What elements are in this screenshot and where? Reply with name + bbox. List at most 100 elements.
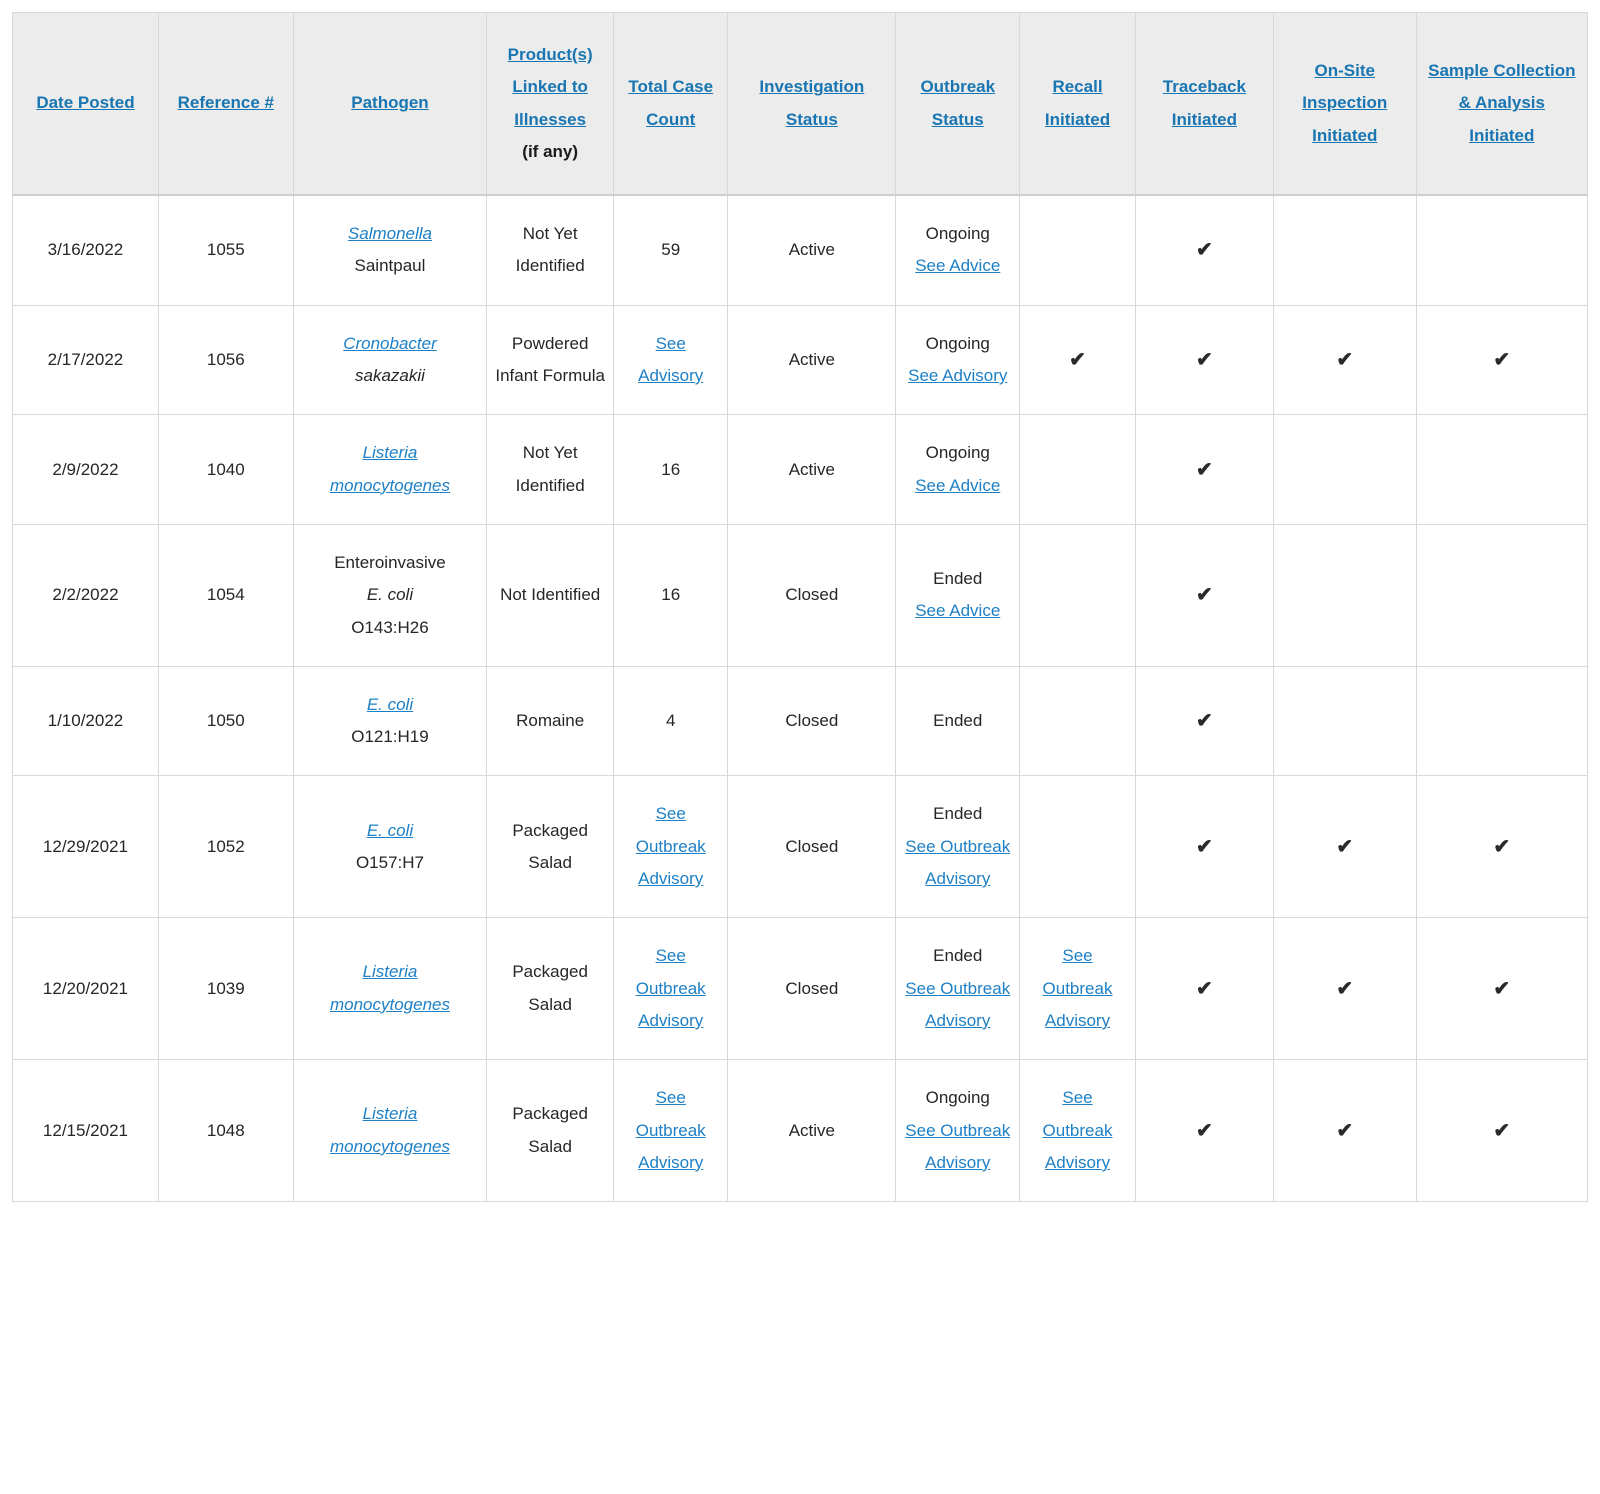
cell-outbreak-status: Ended See Advice	[895, 523, 1021, 667]
outbreak-status-link[interactable]: See Outbreak Advisory	[905, 836, 1011, 889]
table-body: 3/16/2022 1055 Salmonella Saintpaul Not Yet …	[12, 194, 1589, 1203]
cell-outbreak-status: Ended See Outbreak Advisory	[895, 775, 1021, 919]
cell-sample-collection	[1415, 523, 1589, 667]
pathogen-link[interactable]: Listeria monocytogenes	[329, 962, 450, 1014]
investigation-status-text: Closed	[785, 836, 839, 856]
pathogen-link[interactable]: Salmonella	[347, 224, 433, 244]
investigation-status-text: Active	[788, 1120, 835, 1140]
checkmark-icon: ✔	[1069, 349, 1086, 372]
col-header-date-posted-sort-link[interactable]: Date Posted	[36, 93, 135, 113]
cell-recall	[1019, 523, 1136, 667]
col-header-recall: Recall Initiated	[1019, 12, 1136, 197]
recall-link[interactable]: See Outbreak Advisory	[1042, 946, 1113, 1030]
col-header-outbreak-status: Outbreak Status	[895, 12, 1021, 197]
col-header-recall-sort-link[interactable]: Recall Initiated	[1044, 77, 1111, 129]
total-case-count-text: 16	[661, 459, 681, 479]
checkmark-icon: ✔	[1336, 977, 1354, 1000]
cell-date-posted: 3/16/2022	[12, 194, 159, 306]
col-header-total-case-count-sort-link[interactable]: Total Case Count	[628, 77, 714, 129]
cell-traceback: ✔	[1134, 414, 1274, 525]
total-case-count-text: 16	[661, 585, 681, 605]
col-header-investigation-status: Investigation Status	[727, 12, 897, 197]
reference-text: 1048	[206, 1120, 245, 1140]
total-case-count-link[interactable]: See Outbreak Advisory	[635, 1088, 706, 1172]
cell-date-posted: 1/10/2022	[12, 665, 159, 777]
checkmark-icon: ✔	[1493, 1119, 1511, 1142]
cell-recall: ✔	[1019, 304, 1136, 416]
pathogen-text: Saintpaul	[354, 256, 426, 276]
cell-traceback: ✔	[1134, 523, 1274, 667]
cell-outbreak-status: Ongoing See Advice	[895, 194, 1021, 306]
product-text: Packaged Salad	[512, 962, 588, 1014]
outbreak-status-link[interactable]: See Outbreak Advisory	[905, 978, 1011, 1030]
total-case-count-link[interactable]: See Outbreak Advisory	[635, 946, 706, 1030]
pathogen-link[interactable]: E. coli	[366, 694, 414, 714]
reference-text: 1039	[206, 978, 245, 998]
col-header-date-posted: Date Posted	[12, 12, 159, 197]
col-header-traceback-sort-link[interactable]: Traceback Initiated	[1162, 77, 1246, 129]
product-text: Not Yet Identified	[515, 224, 585, 276]
pathogen-link[interactable]: E. coli	[366, 820, 414, 840]
cell-reference: 1055	[157, 194, 294, 306]
pathogen-link[interactable]: Listeria monocytogenes	[329, 443, 450, 495]
table-row: 2/9/2022 1040 Listeria monocytogenes Not Ye…	[12, 414, 1589, 525]
investigation-status-text: Active	[788, 349, 835, 369]
cell-onsite-inspection	[1272, 523, 1417, 667]
cell-recall: See Outbreak Advisory	[1019, 1059, 1136, 1203]
col-header-reference: Reference #	[157, 12, 294, 197]
outbreak-status-link[interactable]: See Outbreak Advisory	[905, 1120, 1011, 1172]
cell-date-posted: 2/9/2022	[12, 414, 159, 525]
cell-total-case-count: 59	[613, 194, 729, 306]
investigation-status-text: Closed	[785, 711, 839, 730]
col-header-product-sort-link[interactable]: Product(s) Linked to Illnesses	[507, 45, 593, 129]
cell-pathogen: Enteroinvasive E. coli O143:H26	[292, 523, 488, 667]
cell-investigation-status: Closed	[727, 917, 897, 1061]
cell-reference: 1054	[157, 523, 294, 667]
cell-sample-collection: ✔	[1415, 775, 1589, 919]
outbreak-status-link[interactable]: See Advisory	[908, 366, 1008, 386]
pathogen-text: Enteroinvasive	[334, 552, 446, 572]
cell-reference: 1050	[157, 665, 294, 777]
cell-investigation-status: Active	[727, 194, 897, 306]
product-text: Not Identified	[500, 585, 601, 605]
total-case-count-text: 59	[661, 240, 681, 260]
cell-pathogen: Listeria monocytogenes	[292, 917, 488, 1061]
cell-reference: 1048	[157, 1059, 294, 1203]
col-header-outbreak-status-sort-link[interactable]: Outbreak Status	[920, 77, 996, 129]
cell-pathogen: Salmonella Saintpaul	[292, 194, 488, 306]
cell-reference: 1052	[157, 775, 294, 919]
col-header-pathogen-sort-link[interactable]: Pathogen	[351, 93, 429, 113]
total-case-count-link[interactable]: See Outbreak Advisory	[635, 804, 706, 889]
col-header-investigation-status-sort-link[interactable]: Investigation Status	[759, 77, 865, 129]
cell-recall: See Outbreak Advisory	[1019, 917, 1136, 1061]
cell-outbreak-status: Ongoing See Advisory	[895, 304, 1021, 416]
cell-traceback: ✔	[1134, 1059, 1274, 1203]
pathogen-text: E. coli	[366, 585, 414, 605]
outbreak-status-link[interactable]: See Advice	[915, 601, 1001, 621]
table-row: 12/29/2021 1052 E. coli O157:H7 Packaged Sal…	[12, 775, 1589, 919]
reference-text: 1055	[206, 240, 245, 260]
cell-investigation-status: Closed	[727, 665, 897, 777]
header-row: Date Posted Reference # Pathogen Product(s)…	[12, 12, 1589, 197]
pathogen-link[interactable]: Cronobacter	[343, 333, 437, 353]
pathogen-text: O143:H26	[351, 617, 429, 637]
cell-recall	[1019, 194, 1136, 306]
cell-pathogen: E. coli O121:H19	[292, 665, 488, 777]
outbreak-status-text: Ended	[933, 946, 983, 966]
outbreak-status-link[interactable]: See Advice	[915, 256, 1001, 276]
col-header-onsite-inspection-sort-link[interactable]: On-Site Inspection Initiated	[1302, 61, 1388, 145]
cell-product: Powdered Infant Formula	[486, 304, 615, 416]
col-header-reference-sort-link[interactable]: Reference #	[177, 93, 274, 113]
cell-investigation-status: Closed	[727, 775, 897, 919]
total-case-count-link[interactable]: See Advisory	[638, 333, 704, 386]
col-header-sample-collection-sort-link[interactable]: Sample Collection & Analysis Initiated	[1428, 61, 1576, 145]
recall-link[interactable]: See Outbreak Advisory	[1042, 1088, 1113, 1172]
checkmark-icon: ✔	[1196, 710, 1213, 733]
cell-investigation-status: Active	[727, 1059, 897, 1203]
pathogen-link[interactable]: Listeria monocytogenes	[329, 1104, 450, 1156]
cell-sample-collection: ✔	[1415, 1059, 1589, 1203]
cell-total-case-count: See Outbreak Advisory	[613, 1059, 729, 1203]
outbreak-status-link[interactable]: See Advice	[915, 475, 1001, 495]
reference-text: 1054	[206, 585, 245, 605]
cell-reference: 1056	[157, 304, 294, 416]
